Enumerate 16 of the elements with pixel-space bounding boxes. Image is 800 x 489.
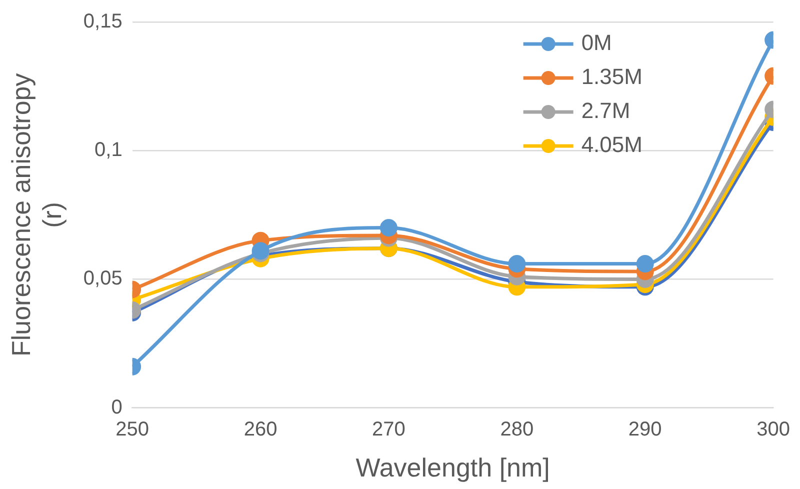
y-axis-title: Fluorescence anisotropy (r) [6,73,67,357]
x-tick-label: 260 [244,418,278,440]
legend-label: 0M [581,30,612,56]
x-tick-label: 250 [116,418,150,440]
x-tick-label: 280 [500,418,534,440]
x-tick-label: 300 [756,418,790,440]
y-tick-label: 0 [111,396,122,418]
legend-label: 1.35M [581,64,642,90]
y-tick-label: 0,15 [83,10,122,33]
y-tick-label: 0,1 [94,139,122,162]
y-tick-label: 0,05 [83,268,122,290]
x-tick-label: 290 [628,418,662,440]
legend-label: 4.05M [581,132,642,158]
legend-label: 2.7M [581,98,630,124]
x-tick-label: 270 [372,418,406,440]
x-axis-title: Wavelength [nm] [356,452,550,483]
